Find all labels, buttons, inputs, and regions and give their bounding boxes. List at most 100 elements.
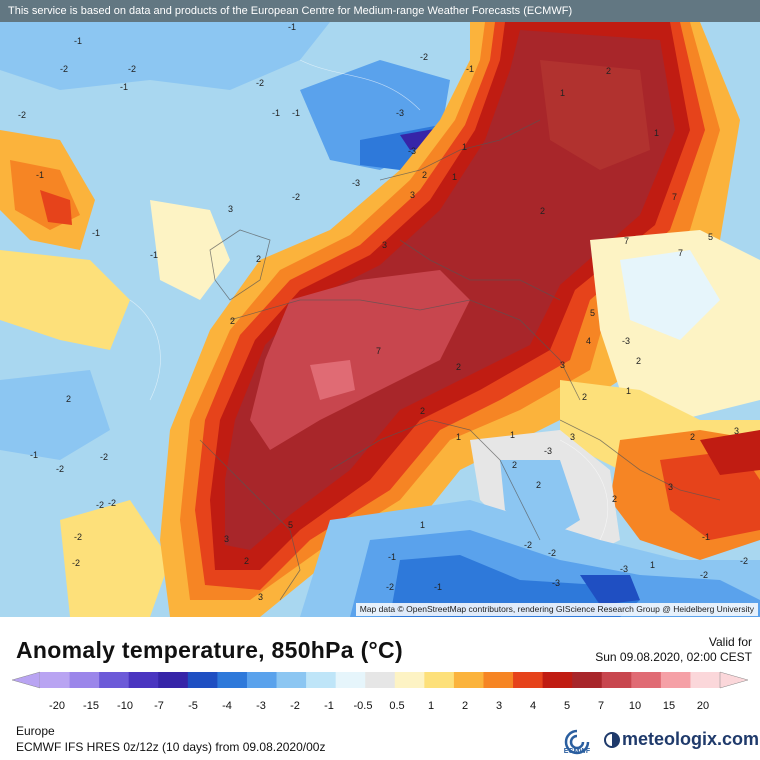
- contour-label: 3: [570, 432, 575, 442]
- contour-label: -1: [150, 250, 158, 260]
- meteologix-logo-icon: [604, 732, 620, 748]
- contour-label: 5: [288, 520, 293, 530]
- contour-label: 2: [582, 392, 587, 402]
- contour-label: -2: [60, 64, 68, 74]
- legend-swatch: [394, 672, 425, 688]
- legend-tick-label: 10: [629, 700, 641, 712]
- contour-label: -2: [108, 498, 116, 508]
- ecmwf-logo-icon: [564, 729, 590, 755]
- forecast-map[interactable]: -1 -2 -2 -1 -1 -2 -2 -1 -3 -3 -3 -1 -1 -1 -2 -2 -1 1 1 2 2 3 3…: [0, 0, 760, 617]
- legend-swatch: [99, 672, 130, 688]
- contour-label: -1: [74, 36, 82, 46]
- legend-swatch: [453, 672, 484, 688]
- valid-label: Valid for: [708, 635, 752, 649]
- contour-label: 2: [456, 362, 461, 372]
- contour-label: 1: [654, 128, 659, 138]
- legend-tick-label: 5: [564, 700, 570, 712]
- legend-swatch: [128, 672, 159, 688]
- contour-label: -2: [740, 556, 748, 566]
- contour-label: 1: [650, 560, 655, 570]
- contour-label: 2: [612, 494, 617, 504]
- region-label: Europe: [16, 724, 55, 738]
- contour-label: 1: [510, 430, 515, 440]
- contour-label: -1: [388, 552, 396, 562]
- color-legend: -20 -15 -10 -7 -5 -4 -3 -2 -1 -0.5 0.5 1 2 3 4 5 7 10 15 20: [11, 671, 749, 712]
- map-attribution[interactable]: Map data © OpenStreetMap contributors, r…: [355, 603, 758, 616]
- legend-tick-label: 4: [530, 700, 536, 712]
- legend-swatch: [246, 672, 278, 688]
- valid-date: Sun 09.08.2020, 02:00 CEST: [595, 650, 752, 664]
- contour-label: -2: [524, 540, 532, 550]
- contour-label: -1: [272, 108, 280, 118]
- legend-swatch: [424, 672, 455, 688]
- contour-label: -2: [292, 192, 300, 202]
- contour-label: -1: [30, 450, 38, 460]
- legend-arrow-low: [11, 671, 41, 689]
- contour-label: -1: [292, 108, 300, 118]
- contour-label: -1: [120, 82, 128, 92]
- contour-label: 3: [410, 190, 415, 200]
- contour-label: 3: [382, 240, 387, 250]
- legend-swatch: [542, 672, 573, 688]
- legend-tick-label: -1: [324, 700, 334, 712]
- contour-labels: -1 -2 -2 -1 -1 -2 -2 -1 -3 -3 -3 -1 -1 -1 -2 -2 -1 1 1 2 2 3 3…: [18, 22, 748, 602]
- legend-tick-label: -5: [188, 700, 198, 712]
- legend-swatch: [158, 672, 189, 688]
- contour-label: -3: [622, 336, 630, 346]
- brand-link[interactable]: meteologix.com: [622, 729, 760, 749]
- legend-swatch: [335, 672, 366, 688]
- contour-label: -3: [620, 564, 628, 574]
- legend-swatch: [483, 672, 514, 688]
- contour-label: -1: [466, 64, 474, 74]
- legend-tick-label: -20: [49, 700, 65, 712]
- legend-tick-label: -7: [154, 700, 164, 712]
- contour-label: 2: [420, 406, 425, 416]
- contour-label: 3: [228, 204, 233, 214]
- legend-swatch: [276, 672, 307, 688]
- contour-label: -2: [56, 464, 64, 474]
- legend-swatch: [365, 672, 396, 688]
- legend-tick-label: -15: [83, 700, 99, 712]
- contour-label: 3: [668, 482, 673, 492]
- contour-label: 1: [456, 432, 461, 442]
- contour-label: 1: [452, 172, 457, 182]
- contour-label: -3: [408, 146, 416, 156]
- legend-swatch: [631, 672, 662, 688]
- contour-label: 2: [244, 556, 249, 566]
- contour-label: -1: [434, 582, 442, 592]
- legend-swatch: [40, 672, 71, 688]
- legend-tick-label: -10: [117, 700, 133, 712]
- contour-label: 2: [256, 254, 261, 264]
- legend-swatch: [690, 672, 721, 688]
- model-info: ECMWF IFS HRES 0z/12z (10 days) from 09.…: [16, 740, 326, 754]
- contour-label: 1: [626, 386, 631, 396]
- legend-tick-label: 1: [428, 700, 434, 712]
- contour-label: -1: [92, 228, 100, 238]
- contour-label: -2: [96, 500, 104, 510]
- contour-label: 2: [66, 394, 71, 404]
- legend-arrow-high: [719, 671, 749, 689]
- contour-label: -2: [548, 548, 556, 558]
- legend-tick-label: 0.5: [389, 700, 404, 712]
- contour-label: 4: [586, 336, 591, 346]
- anomaly-field: -1 -2 -2 -1 -1 -2 -2 -1 -3 -3 -3 -1 -1 -1 -2 -2 -1 1 1 2 2 3 3…: [0, 22, 760, 617]
- contour-label: 3: [224, 534, 229, 544]
- contour-label: 5: [708, 232, 713, 242]
- contour-label: 7: [672, 192, 677, 202]
- legend-tick-label: -3: [256, 700, 266, 712]
- contour-label: 7: [678, 248, 683, 258]
- contour-label: 7: [376, 346, 381, 356]
- legend-tick-label: 3: [496, 700, 502, 712]
- contour-label: 1: [560, 88, 565, 98]
- contour-label: -2: [18, 110, 26, 120]
- legend-swatch: [660, 672, 691, 688]
- contour-label: -1: [36, 170, 44, 180]
- legend-tick-label: 20: [697, 700, 709, 712]
- contour-label: 1: [420, 520, 425, 530]
- legend-tick-label: -2: [290, 700, 300, 712]
- contour-label: -3: [552, 578, 560, 588]
- contour-label: -2: [256, 78, 264, 88]
- contour-label: -3: [396, 108, 404, 118]
- contour-label: 2: [230, 316, 235, 326]
- contour-label: -3: [544, 446, 552, 456]
